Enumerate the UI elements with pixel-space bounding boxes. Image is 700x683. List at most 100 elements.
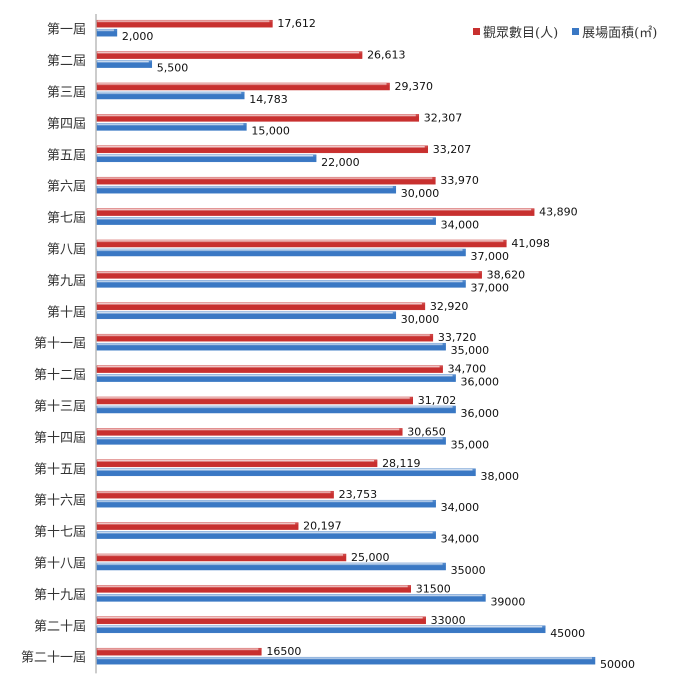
bar-area	[96, 91, 245, 100]
bar-end	[243, 123, 247, 131]
bar-end	[409, 397, 413, 404]
category-label: 第一屆	[47, 23, 86, 38]
data-label: 33,720	[438, 331, 477, 344]
data-label: 30,000	[401, 187, 440, 200]
category-label: 第二屆	[47, 54, 86, 69]
category-label: 第七屆	[47, 211, 86, 226]
bar-end	[542, 625, 546, 633]
data-label: 29,370	[395, 80, 434, 93]
bar-area	[96, 437, 446, 445]
bar-end	[148, 60, 152, 68]
bar-end	[313, 154, 317, 162]
bar-end	[386, 83, 390, 90]
data-label: 32,920	[430, 300, 469, 313]
bar-end	[407, 585, 411, 593]
bar-end	[432, 500, 436, 508]
data-label: 30,000	[401, 313, 440, 326]
bar-end	[429, 334, 433, 342]
legend-label: 觀眾數目(人)	[483, 26, 559, 41]
legend: 觀眾數目(人) 展場面積(㎡)	[473, 22, 657, 41]
data-label: 39000	[490, 595, 525, 608]
data-label: 38,620	[487, 268, 526, 281]
bar-area	[96, 311, 397, 320]
bar-visitors	[96, 82, 390, 91]
data-label: 25,000	[351, 551, 390, 564]
bar-end	[503, 240, 507, 247]
data-label: 2,000	[122, 30, 154, 43]
data-label: 33,207	[433, 143, 472, 156]
category-label: 第六屆	[47, 180, 86, 195]
bar-end	[452, 374, 456, 382]
bar-end	[113, 29, 117, 37]
bar-end	[452, 406, 456, 413]
bar-end	[392, 186, 396, 194]
data-label: 26,613	[367, 49, 406, 62]
bar-visitors	[96, 114, 420, 122]
data-label: 50000	[600, 658, 635, 671]
bar-area	[96, 405, 456, 414]
data-label: 16500	[266, 645, 301, 658]
data-label: 17,612	[277, 17, 316, 30]
bar-end	[295, 522, 299, 530]
bar-end	[592, 657, 595, 665]
data-label: 20,197	[303, 520, 342, 533]
bar-end	[478, 271, 482, 279]
bar-area	[96, 594, 486, 602]
category-label: 第十一屆	[34, 337, 86, 352]
bar-end	[531, 208, 535, 216]
category-label: 第九屆	[47, 274, 86, 289]
data-label: 36,000	[461, 407, 500, 420]
category-label: 第五屆	[47, 148, 86, 163]
bar-end	[343, 554, 346, 561]
bar-area	[96, 185, 397, 194]
data-label: 33000	[431, 614, 466, 627]
bar-area	[96, 625, 546, 634]
bar-end	[442, 343, 446, 351]
bar-area	[96, 468, 476, 477]
category-label: 第十六屆	[34, 494, 86, 509]
category-label: 第二十一屆	[21, 651, 86, 666]
category-label: 第二十屆	[34, 619, 86, 634]
data-label: 34,000	[441, 501, 480, 514]
category-label: 第四屆	[47, 117, 86, 132]
bar-area	[96, 123, 247, 131]
bar-visitors	[96, 585, 411, 593]
category-label: 第十九屆	[34, 588, 86, 603]
bar-end	[432, 531, 436, 539]
bar-end	[415, 114, 419, 122]
data-label: 15,000	[251, 124, 290, 137]
bar-end	[269, 20, 273, 28]
data-label: 35,000	[451, 438, 490, 451]
data-label: 28,119	[382, 457, 421, 470]
bar-visitors	[96, 302, 426, 311]
data-label: 23,753	[339, 488, 378, 501]
data-label: 30,650	[407, 425, 446, 438]
bar-visitors	[96, 490, 334, 499]
bar-area	[96, 531, 436, 539]
data-label: 35,000	[451, 344, 490, 357]
bar-area	[96, 342, 446, 351]
bar-area	[96, 562, 446, 571]
bar-visitors	[96, 428, 403, 436]
bar-visitors	[96, 239, 507, 248]
bar-area	[96, 374, 456, 382]
bar-end	[359, 51, 363, 59]
category-label: 第十五屆	[34, 462, 86, 477]
data-label: 34,000	[441, 533, 480, 546]
bar-area	[96, 217, 436, 225]
bar-area	[96, 154, 317, 163]
bar-end	[258, 648, 262, 656]
bar-visitors	[96, 208, 535, 216]
bar-end	[392, 311, 396, 319]
bar-area	[96, 499, 436, 508]
category-label: 第八屆	[47, 243, 86, 258]
data-label: 43,890	[539, 206, 578, 219]
bar-end	[241, 92, 245, 99]
bar-end	[439, 365, 443, 373]
category-label: 第十三屆	[34, 400, 86, 415]
bar-visitors	[96, 19, 273, 28]
data-label: 31500	[416, 582, 451, 595]
bar-visitors	[96, 616, 426, 625]
bar-end	[422, 616, 426, 624]
